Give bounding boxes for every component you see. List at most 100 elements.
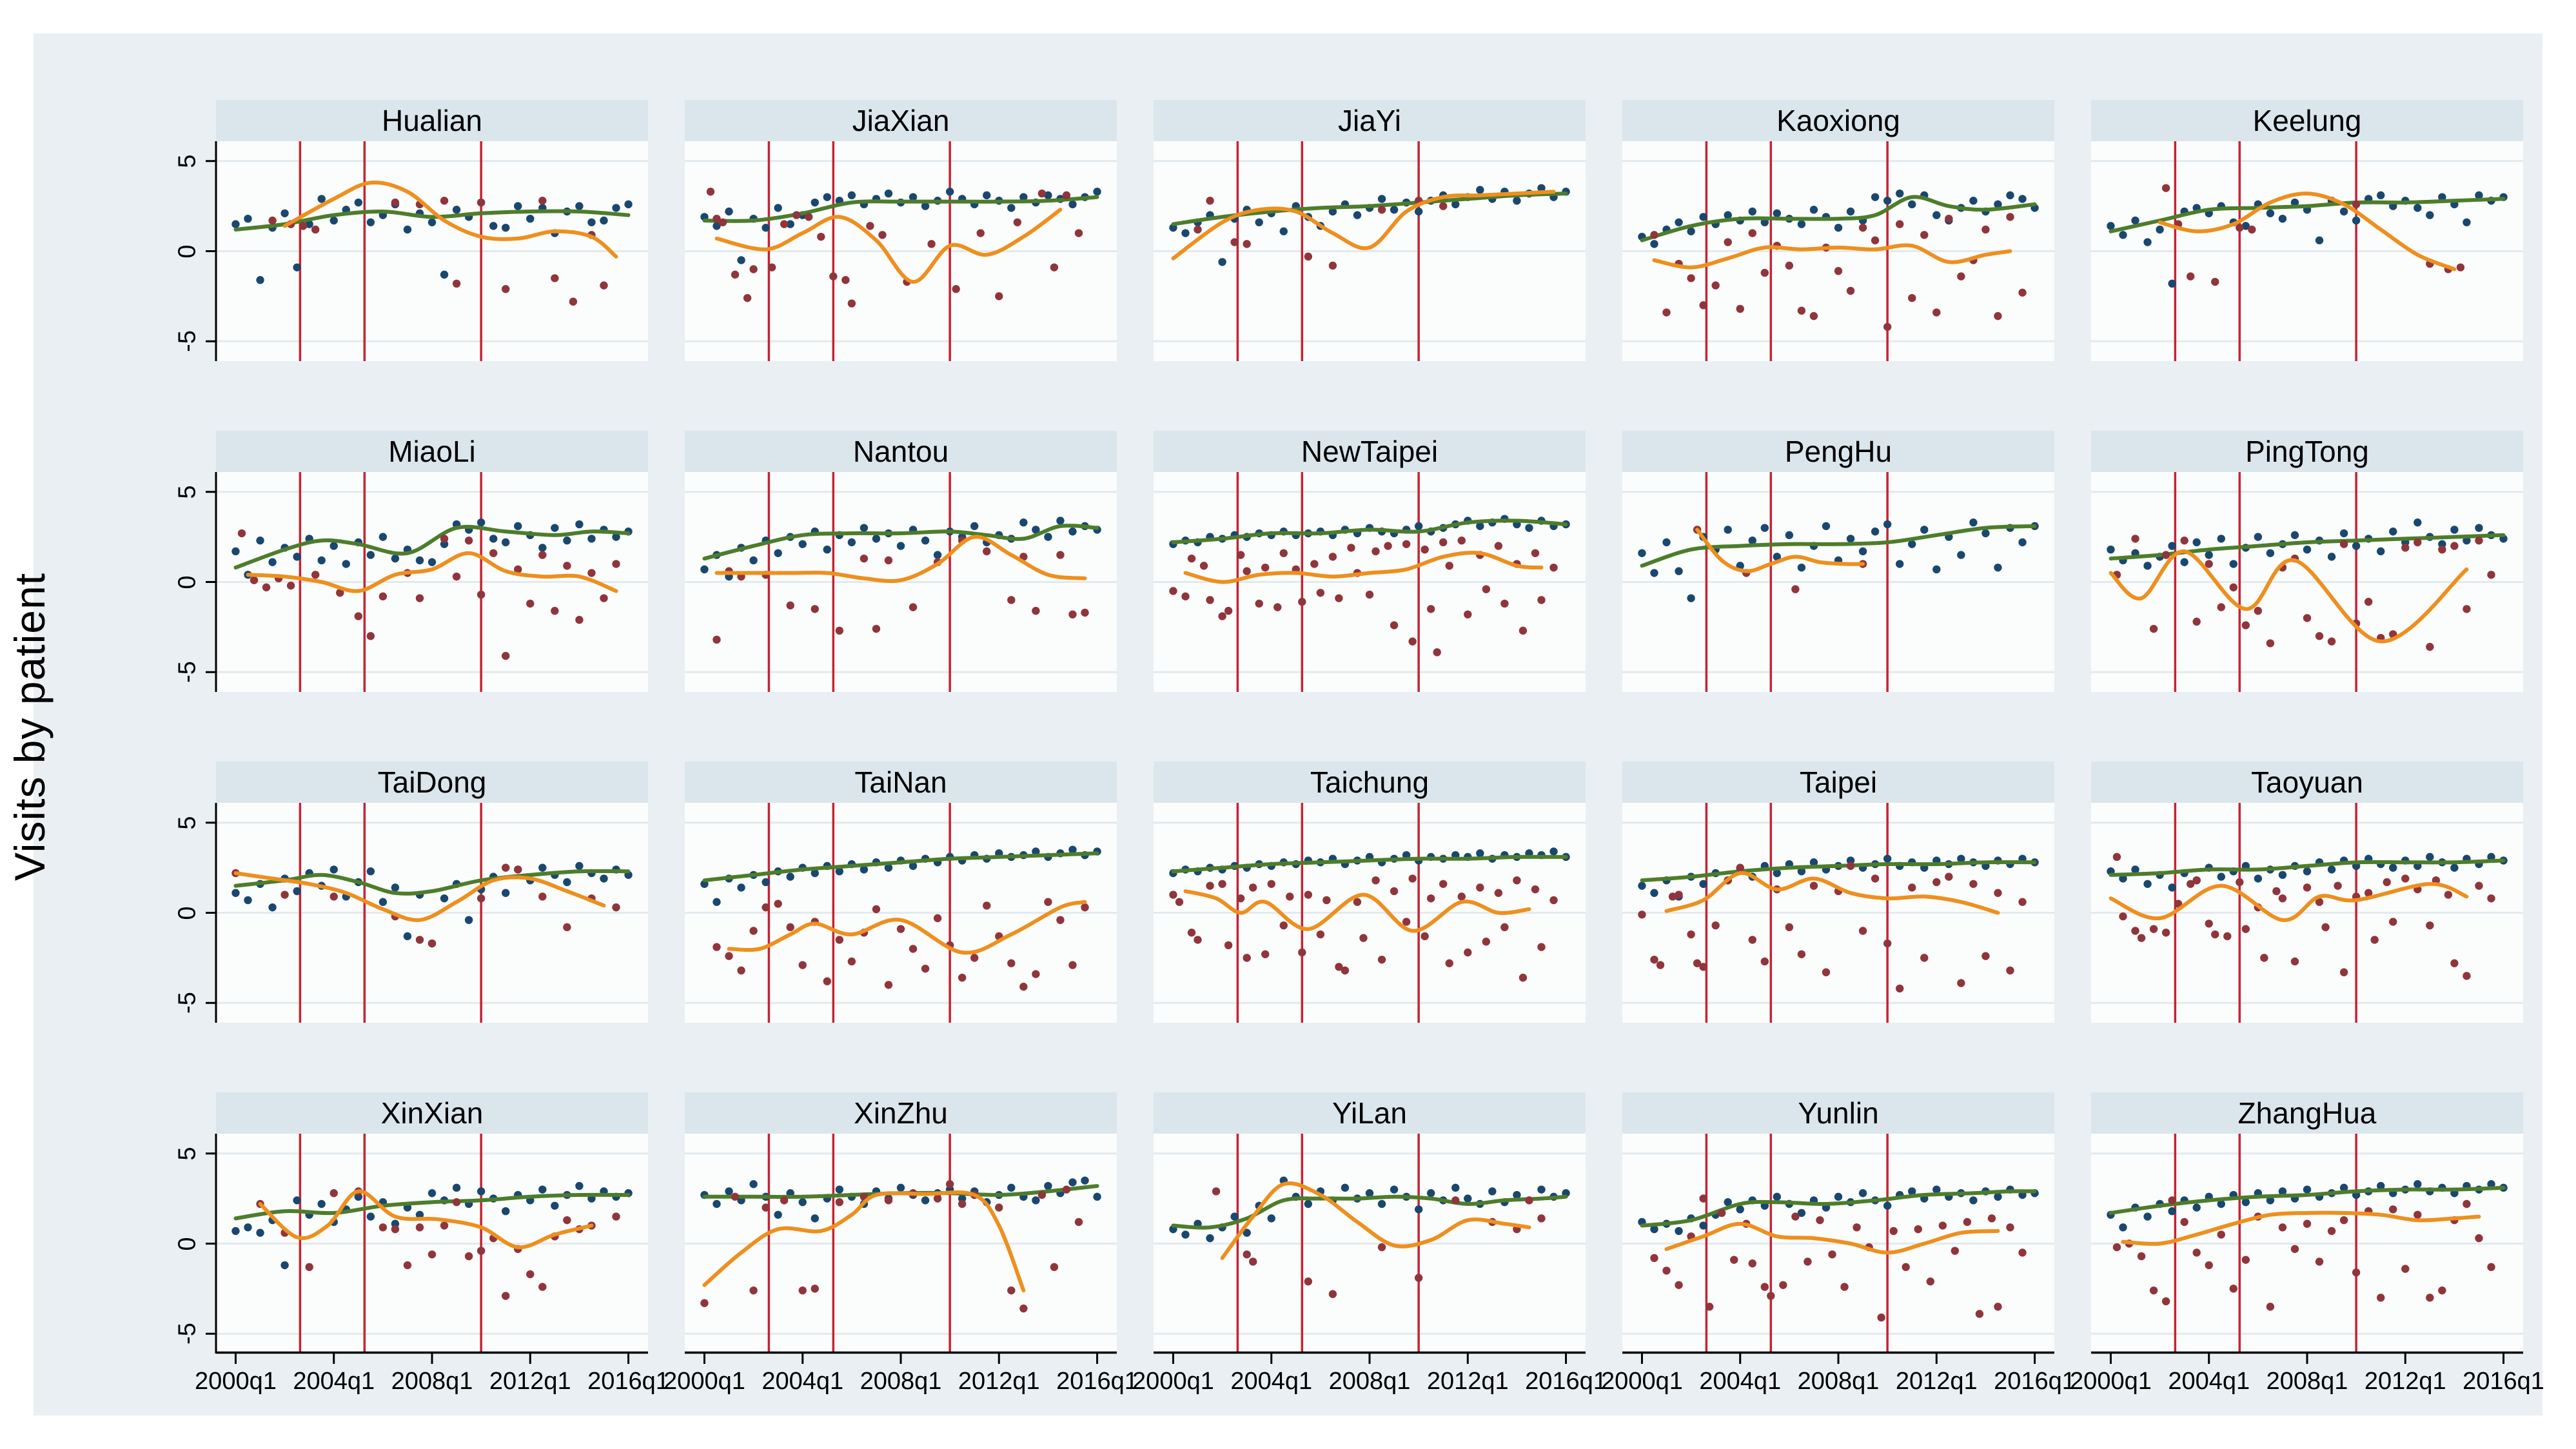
- red-dot: [311, 571, 320, 579]
- red-dot: [2205, 560, 2213, 568]
- blue-dot: [231, 889, 240, 897]
- red-dot: [1445, 959, 1453, 967]
- red-dot: [336, 589, 344, 597]
- red-dot: [526, 1270, 535, 1279]
- blue-dot: [2327, 553, 2336, 561]
- red-dot: [2401, 874, 2410, 883]
- red-dot: [1236, 551, 1245, 559]
- blue-dot: [1773, 869, 1782, 878]
- red-dot: [1377, 955, 1386, 964]
- blue-dot: [1736, 1205, 1744, 1214]
- red-dot: [1519, 973, 1528, 982]
- blue-dot: [1969, 197, 1978, 205]
- red-dot: [286, 581, 295, 590]
- red-dot: [1724, 238, 1732, 246]
- blue-dot: [2463, 218, 2471, 226]
- blue-dot: [329, 216, 338, 225]
- red-dot: [2131, 927, 2139, 935]
- red-dot: [1914, 1225, 1922, 1234]
- blue-dot: [1476, 186, 1484, 194]
- green-lowess-line: [2109, 197, 2506, 233]
- blue-dot: [2339, 1183, 2348, 1192]
- red-dot: [847, 299, 856, 308]
- panel-title-strip: TaiNan: [685, 762, 1117, 803]
- red-dot: [1261, 563, 1270, 572]
- red-dot: [1365, 590, 1374, 599]
- blue-dot: [749, 1180, 758, 1188]
- red-dot: [1408, 637, 1417, 646]
- panel-plot: 2000q1 2004q1 2008q1 2012q1 2016q1: [1132, 1134, 1607, 1395]
- blue-dot: [1748, 207, 1756, 216]
- blue-dot: [2377, 547, 2385, 556]
- blue-dot: [1426, 1189, 1435, 1198]
- red-dot: [2303, 614, 2312, 622]
- red-dot: [2487, 571, 2495, 579]
- panel-chart: [685, 803, 1117, 1023]
- x-tick-label: 2008q1: [860, 1368, 942, 1395]
- red-dot: [477, 198, 486, 207]
- red-dot: [1187, 554, 1196, 563]
- red-dot: [1791, 1212, 1800, 1221]
- red-dot: [1846, 862, 1855, 871]
- red-dot: [2487, 1263, 2495, 1272]
- red-dot: [1853, 1223, 1861, 1232]
- red-dot: [1402, 918, 1411, 926]
- blue-dot: [1056, 517, 1065, 525]
- red-dot: [379, 1223, 388, 1232]
- red-dot: [1175, 898, 1184, 906]
- red-dot: [835, 1198, 844, 1207]
- blue-dot: [231, 547, 240, 556]
- blue-dot: [2254, 533, 2263, 541]
- blue-dot: [2414, 204, 2422, 212]
- blue-dot: [1932, 1185, 1941, 1194]
- blue-dot: [762, 223, 770, 232]
- red-dot: [1243, 240, 1251, 248]
- red-dot: [1298, 948, 1306, 957]
- red-dot: [1421, 932, 1429, 941]
- blue-dot: [477, 518, 486, 527]
- red-dot: [1037, 1190, 1047, 1199]
- y-tick-label: -5: [173, 661, 201, 684]
- red-dot: [884, 1196, 893, 1205]
- blue-dot: [983, 191, 991, 200]
- blue-dot: [575, 202, 584, 210]
- x-tick-label: 2000q1: [195, 1368, 277, 1395]
- red-dot: [1007, 596, 1016, 604]
- panel-title: JiaXian: [852, 104, 950, 137]
- blue-dot: [600, 874, 608, 883]
- red-dot: [1791, 585, 1800, 593]
- red-dot: [2303, 1219, 2312, 1228]
- panel-chart: [1154, 472, 1586, 692]
- red-dot: [1760, 957, 1769, 966]
- red-dot: [2377, 1294, 2385, 1302]
- blue-dot: [1638, 549, 1646, 557]
- blue-dot: [244, 214, 252, 223]
- blue-dot: [1724, 526, 1732, 534]
- blue-dot: [2143, 1212, 2152, 1221]
- green-lowess-line: [1640, 1189, 2037, 1228]
- red-dot: [477, 894, 486, 903]
- red-dot: [428, 1250, 437, 1259]
- blue-dot: [2339, 207, 2348, 216]
- panel-plot: [1622, 803, 2054, 1023]
- blue-dot: [1081, 1176, 1089, 1185]
- green-lowess-line: [1171, 1194, 1568, 1230]
- panel-taoyuan: Taoyuan: [2091, 762, 2523, 1023]
- blue-dot: [379, 898, 388, 906]
- red-dot: [391, 1225, 400, 1234]
- panel-title-strip: Taichung: [1154, 762, 1586, 803]
- blue-dot: [1206, 1234, 1214, 1243]
- panel-title-strip: XinXian: [216, 1092, 648, 1134]
- blue-dot: [600, 216, 608, 225]
- red-dot: [502, 284, 510, 293]
- blue-dot: [563, 537, 571, 545]
- orange-lowess-line: [1652, 243, 2012, 270]
- red-dot: [737, 966, 745, 975]
- orange-lowess-line: [258, 1189, 594, 1250]
- red-dot: [526, 599, 535, 608]
- red-dot: [2475, 537, 2483, 545]
- blue-dot: [1650, 889, 1658, 897]
- red-dot: [1531, 549, 1540, 557]
- blue-dot: [1858, 547, 1867, 556]
- green-lowess-line: [233, 1192, 631, 1221]
